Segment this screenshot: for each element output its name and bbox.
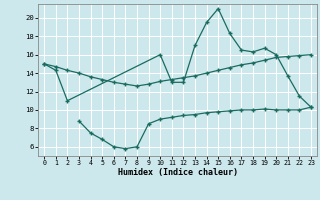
- X-axis label: Humidex (Indice chaleur): Humidex (Indice chaleur): [118, 168, 238, 177]
